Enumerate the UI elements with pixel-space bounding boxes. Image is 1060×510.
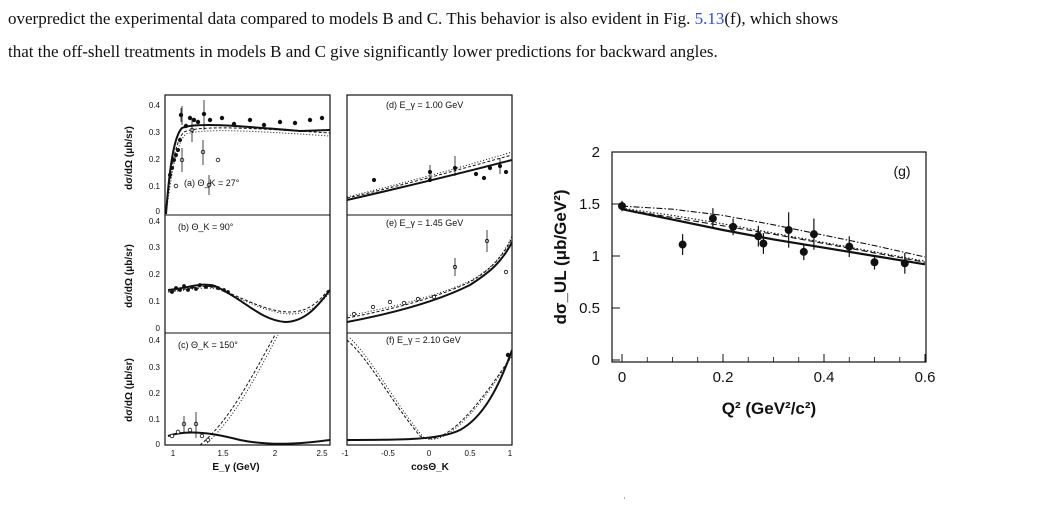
y-axis-label: dσ/dΩ (μb/sr) <box>124 244 135 308</box>
x-tick-label: 1 <box>508 449 513 458</box>
chart-g-series-dotted <box>621 207 926 262</box>
chart-g-series-dashdot <box>621 205 926 258</box>
chart-g-data-point <box>809 230 818 239</box>
x-tick-label: 0.5 <box>464 449 476 458</box>
panel-e-data <box>351 230 509 317</box>
chart-g-y-tick-label: 1 <box>592 248 600 265</box>
paragraph-line-1: overpredict the experimental data compar… <box>8 9 1058 29</box>
y-tick-label: 0.1 <box>149 297 161 306</box>
chart-g-x-tick-label: 0.6 <box>915 369 936 386</box>
chart-g-panel-label: (g) <box>893 163 910 179</box>
x-tick-label: -0.5 <box>381 449 395 458</box>
y-tick-label: 0.2 <box>149 155 161 164</box>
x-tick-label: 2 <box>273 449 278 458</box>
chart-g-data-point <box>870 258 879 267</box>
right-panels: -1 -0.5 0 0.5 1 cosΘ_K (d) E_γ = 1.00 Ge… <box>341 94 513 473</box>
panel-label-c: (c) Θ_K = 150° <box>178 340 238 350</box>
y-tick-label: 0.2 <box>149 270 161 279</box>
panel-f-curves <box>347 337 512 441</box>
panel-e-curves <box>347 235 512 323</box>
panel-b-data <box>170 283 230 294</box>
x-tick-label: 1.5 <box>217 449 229 458</box>
chart-g-data-point <box>845 242 854 251</box>
y-tick-label: 0.3 <box>149 128 161 137</box>
chart-g-data-point <box>678 240 687 249</box>
chart-g-data-point <box>754 232 763 241</box>
stray-mark: ' <box>624 498 625 504</box>
panel-frame-right <box>346 94 513 446</box>
y-tick-label: 0 <box>156 440 161 449</box>
x-tick-label: 2.5 <box>316 449 328 458</box>
chart-g: (g) 0 0.5 1 1.5 2 0 0.2 0.4 0.6 dσ_UL (μb/GeV²)… <box>551 144 935 418</box>
chart-g-y-tick-label: 2 <box>592 144 600 161</box>
chart-g-x-tick-label: 0.4 <box>814 369 835 386</box>
panel-f-data <box>505 352 511 358</box>
y-tick-label: 0.4 <box>149 101 161 110</box>
chart-g-data-point <box>900 259 909 268</box>
y-axis-label: dσ/dΩ (μb/sr) <box>124 126 135 190</box>
y-tick-label: 0 <box>156 207 161 216</box>
chart-g-data-point <box>729 222 738 231</box>
panel-d-curves <box>347 151 512 201</box>
panel-label-d: (d) E_γ = 1.00 GeV <box>386 100 463 110</box>
panel-label-a: (a) Θ_K = 27° <box>184 178 240 188</box>
panel-frame-left <box>164 94 331 446</box>
chart-g-series-dashed <box>621 208 926 263</box>
x-axis-label: cosΘ_K <box>411 462 450 473</box>
y-tick-label: 0 <box>156 324 161 333</box>
y-tick-label: 0.1 <box>149 415 161 424</box>
chart-g-frame <box>611 151 927 363</box>
y-tick-label: 0.3 <box>149 243 161 252</box>
x-tick-label: 1 <box>171 449 176 458</box>
y-tick-label: 0.3 <box>149 363 161 372</box>
panel-label-b: (b) Θ_K = 90° <box>178 222 234 232</box>
panel-b-curves <box>167 283 330 324</box>
chart-g-y-tick-label: 1.5 <box>579 196 600 213</box>
y-tick-label: 0.4 <box>149 217 161 226</box>
y-axis-label: dσ/dΩ (μb/sr) <box>124 358 135 422</box>
paragraph-text: (f), which shows <box>724 9 839 28</box>
chart-g-data-point <box>618 202 626 211</box>
panel-d-data <box>371 156 509 183</box>
y-tick-label: 0.1 <box>149 182 161 191</box>
panel-c-data <box>169 412 211 443</box>
chart-g-y-axis-label: dσ_UL (μb/GeV²) <box>551 189 570 324</box>
panel-c-curves <box>167 334 330 445</box>
chart-g-y-tick-label: 0.5 <box>579 300 600 317</box>
x-axis-label: E_γ (GeV) <box>212 462 259 473</box>
chart-g-data-point <box>708 214 717 223</box>
chart-g-series-solid <box>621 208 926 266</box>
chart-g-data-point <box>759 239 768 248</box>
chart-g-x-axis-label: Q² (GeV²/c²) <box>722 399 816 418</box>
paragraph-text: overpredict the experimental data compar… <box>8 9 695 28</box>
panel-a-data <box>167 100 325 177</box>
chart-g-x-tick-label: 0.2 <box>713 369 734 386</box>
figure-reference-link[interactable]: 5.13 <box>694 9 725 28</box>
y-tick-label: 0.2 <box>149 389 161 398</box>
left-panels: 0 0.1 0.2 0.3 0.4 0 0.1 0.2 0.3 0.4 0 0.… <box>124 94 331 473</box>
chart-g-x-tick-label: 0 <box>618 369 626 386</box>
chart-g-data-point <box>799 247 808 256</box>
chart-g-y-tick-label: 0 <box>592 352 600 369</box>
x-tick-label: -1 <box>341 449 349 458</box>
panel-a-curves <box>165 123 330 215</box>
y-tick-label: 0.4 <box>149 336 161 345</box>
x-tick-label: 0 <box>427 449 432 458</box>
paragraph-line-2: that the off-shell treatments in models … <box>8 42 718 61</box>
panel-label-f: (f) E_γ = 2.10 GeV <box>386 335 461 345</box>
chart-g-data-point <box>784 226 793 234</box>
panel-label-e: (e) E_γ = 1.45 GeV <box>386 218 463 228</box>
panel-a-open-data <box>173 118 221 195</box>
